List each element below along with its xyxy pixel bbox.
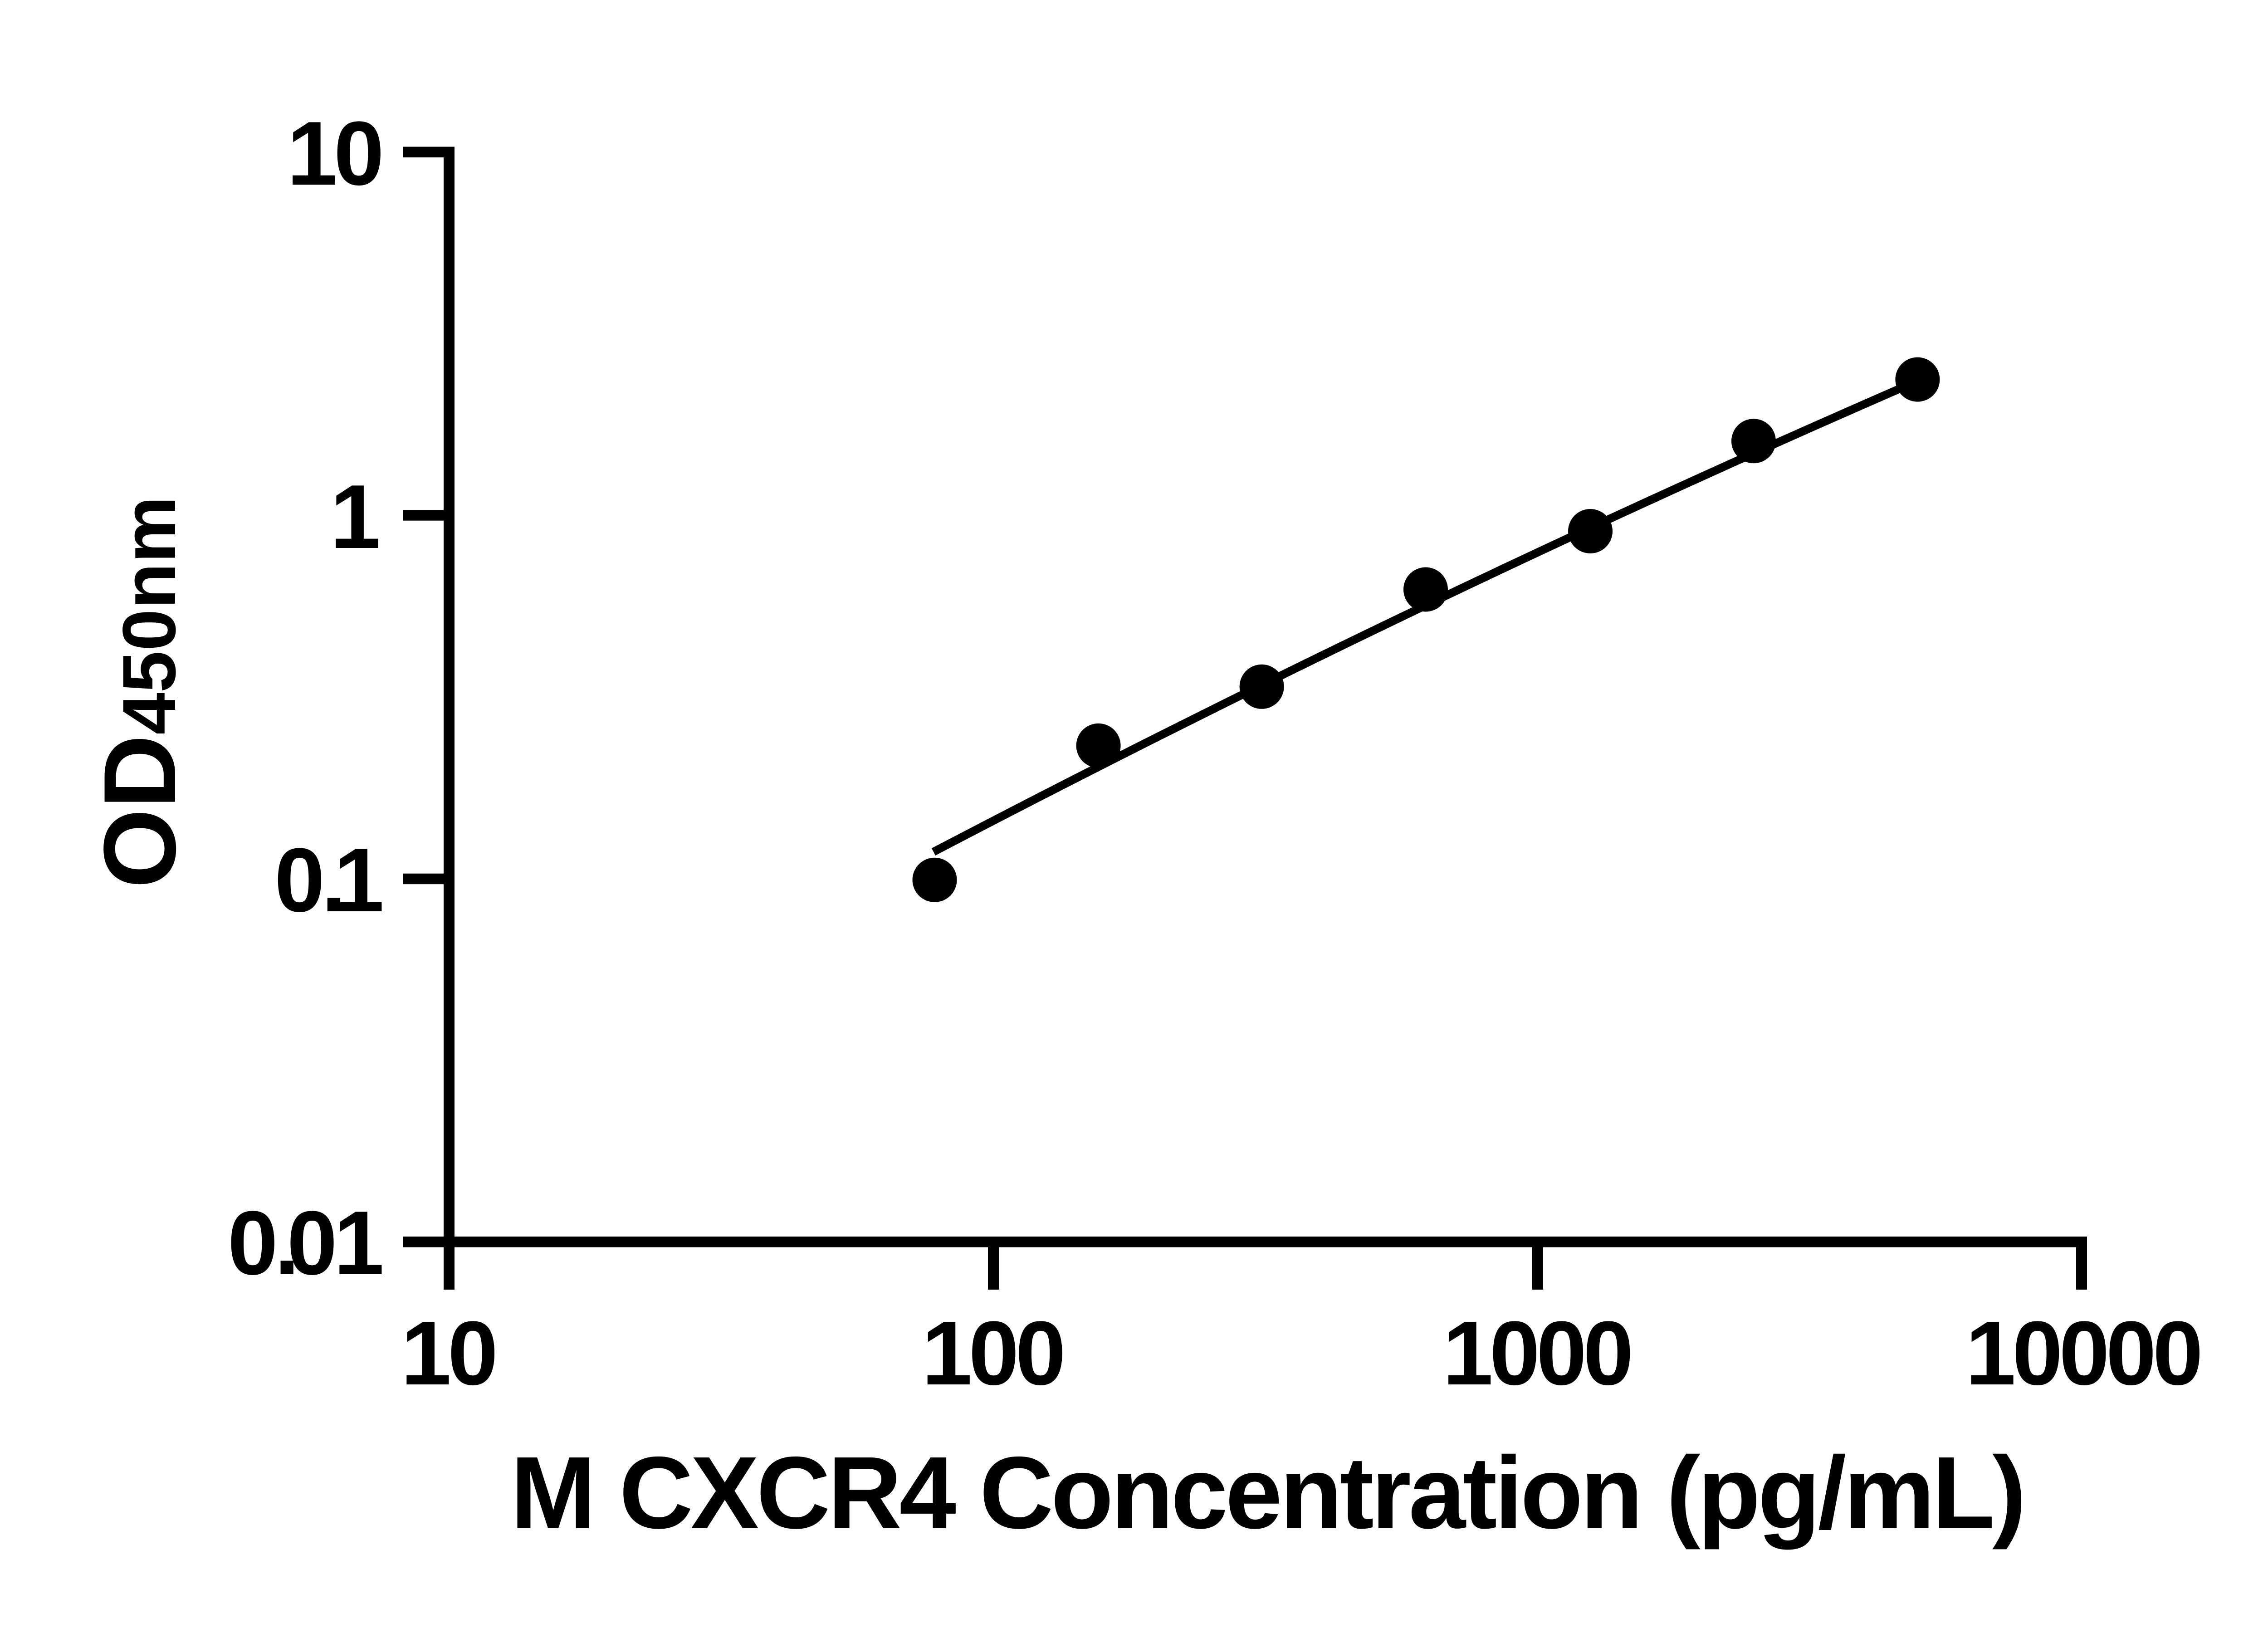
svg-text:1000: 1000 <box>1443 1303 1631 1404</box>
svg-text:1: 1 <box>330 466 381 567</box>
svg-text:10: 10 <box>287 103 381 204</box>
svg-text:OD450nm: OD450nm <box>82 496 197 889</box>
svg-text:100: 100 <box>922 1303 1062 1404</box>
svg-text:0.1: 0.1 <box>274 830 382 931</box>
svg-text:10: 10 <box>401 1303 495 1404</box>
svg-text:M CXCR4 Concentration (pg/mL): M CXCR4 Concentration (pg/mL) <box>510 1435 2024 1550</box>
svg-text:0.01: 0.01 <box>228 1193 382 1294</box>
svg-text:10000: 10000 <box>1965 1303 2200 1404</box>
